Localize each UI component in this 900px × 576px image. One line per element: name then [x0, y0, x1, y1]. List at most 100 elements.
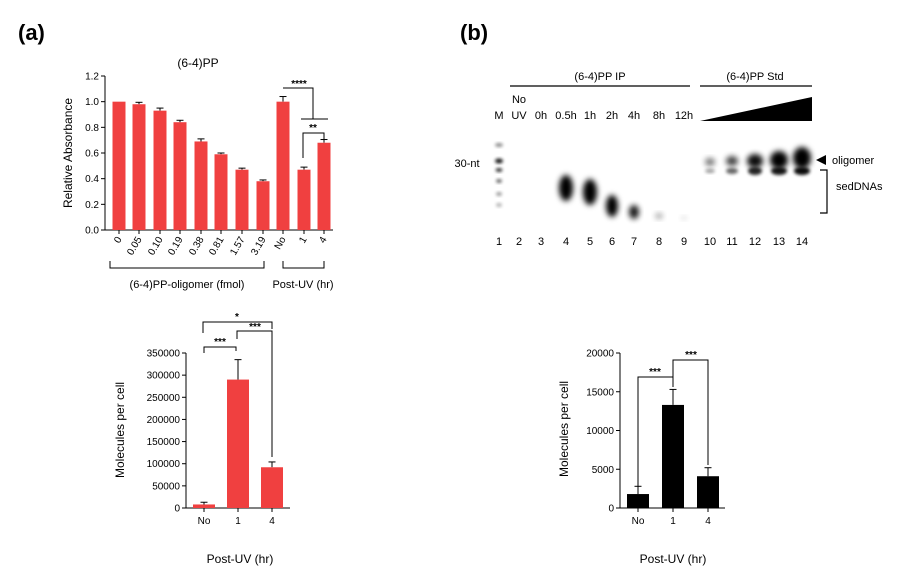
- y-axis-label: Molecules per cell: [113, 382, 127, 478]
- bar: [662, 404, 684, 508]
- seddna-band-label: sedDNAs: [836, 181, 883, 193]
- oligomer-band: [770, 151, 788, 169]
- x-tick-label: 1: [235, 516, 241, 527]
- sig-bracket-1-vs-4: [236, 330, 273, 457]
- seddna-band: [655, 213, 663, 219]
- y-tick-label: 350000: [147, 349, 181, 360]
- oligomer-band: [726, 156, 738, 166]
- x-tick-label: 0: [112, 235, 125, 246]
- sig-bracket-no-vs-treated: [283, 87, 314, 119]
- bar: [261, 467, 283, 508]
- oligomer-band: [793, 147, 811, 169]
- oligomer-band: [747, 154, 763, 168]
- y-tick-label: 1.2: [85, 72, 99, 83]
- y-tick-label: 100000: [147, 459, 181, 470]
- marker-band: [495, 168, 503, 172]
- y-tick-label: 1.0: [85, 97, 99, 108]
- sig-label-no-vs-1: ***: [649, 367, 661, 378]
- oligomer-band: [794, 167, 810, 175]
- y-tick-label: 250000: [147, 393, 181, 404]
- bar: [256, 181, 270, 230]
- molecules-per-cell-black-chart: Molecules per cell Post-UV (hr) 0 5000 100…: [557, 349, 725, 566]
- x-tick-label: 0.19: [166, 235, 185, 258]
- x-tick-label: No: [273, 235, 289, 252]
- lane-time-label: 0.5h: [555, 110, 576, 122]
- gel-image: [490, 130, 812, 225]
- y-tick-label: 200000: [147, 415, 181, 426]
- x-tick-label: 1: [297, 235, 310, 246]
- x-tick-label: 1: [670, 516, 676, 527]
- oligomer-band: [748, 167, 762, 175]
- sig-label-no-vs-1: ***: [214, 337, 226, 348]
- lane-number: 3: [538, 236, 544, 248]
- seddna-band: [583, 179, 597, 205]
- oligomer-band: [726, 168, 738, 174]
- oligomer-band-label: oligomer: [832, 155, 875, 167]
- y-axis-label: Relative Absorbance: [61, 98, 75, 208]
- y-tick-label: 15000: [586, 387, 614, 398]
- lane-number: 6: [609, 236, 615, 248]
- y-tick-label: 50000: [152, 481, 180, 492]
- x-tick-label: 0.05: [125, 235, 144, 258]
- oligomer-band: [705, 169, 715, 173]
- x-tick-label: 4: [269, 516, 275, 527]
- x-tick-label: 4: [317, 235, 330, 246]
- sig-label-4star: ****: [291, 79, 307, 90]
- lane-number: 8: [656, 236, 662, 248]
- lane-number: 5: [587, 236, 593, 248]
- lane-label-no: No: [512, 94, 526, 106]
- seddna-bracket: [820, 169, 828, 214]
- lane-number: 1: [496, 236, 502, 248]
- lane-number: 9: [681, 236, 687, 248]
- molecules-per-cell-red-chart: Molecules per cell Post-UV (hr) 0 50000 10…: [113, 312, 290, 566]
- x-tick-label: 4: [705, 516, 711, 527]
- lane-number: 2: [516, 236, 522, 248]
- gel-panel: (6-4)PP IP (6-4)PP Std M No UV 0h 0.5h 1h 2…: [454, 71, 882, 248]
- y-tick-label: 0.4: [85, 174, 99, 185]
- oligomer-band: [705, 158, 715, 166]
- y-tick-label: 0: [608, 504, 614, 515]
- y-tick-label: 0.0: [85, 226, 99, 237]
- lane-time-label: 2h: [606, 110, 618, 122]
- y-tick-label: 5000: [592, 465, 615, 476]
- seddna-band: [629, 205, 639, 219]
- size-marker-label: 30-nt: [454, 158, 479, 170]
- bar: [214, 154, 228, 230]
- x-tick-label: 0.81: [207, 235, 226, 258]
- x-tick-label: 0.38: [187, 235, 206, 258]
- lane-number: 13: [773, 236, 785, 248]
- lane-time-label: 0h: [535, 110, 547, 122]
- marker-band: [496, 192, 502, 196]
- x-tick-label: No: [632, 516, 645, 527]
- bar: [235, 169, 249, 230]
- seddna-band: [559, 175, 573, 201]
- bar: [132, 104, 146, 230]
- sig-bracket-no-vs-1: [203, 346, 237, 353]
- y-tick-label: 10000: [586, 426, 614, 437]
- std-group-label: (6-4)PP Std: [726, 71, 783, 83]
- y-tick-label: 300000: [147, 371, 181, 382]
- bar: [227, 379, 249, 508]
- lane-time-label: 4h: [628, 110, 640, 122]
- x-tick-label: 0.10: [146, 235, 165, 258]
- bar: [193, 504, 215, 508]
- sig-label-no-vs-4: *: [235, 312, 239, 323]
- y-tick-label: 0.2: [85, 200, 99, 211]
- bar: [317, 142, 331, 230]
- panel-label-a: (a): [18, 20, 45, 45]
- lane-number: 7: [631, 236, 637, 248]
- bar: [153, 110, 167, 230]
- marker-band: [496, 203, 502, 207]
- lane-number: 11: [726, 236, 737, 248]
- y-tick-label: 0: [174, 504, 180, 515]
- lane-number: 10: [704, 236, 716, 248]
- sig-bracket-1-vs-4: [302, 132, 325, 158]
- x-tick-label: 3.19: [249, 235, 268, 258]
- y-axis-label: Molecules per cell: [557, 381, 571, 477]
- lane-time-label: 12h: [675, 110, 693, 122]
- sig-bracket-1-vs-4: [672, 359, 709, 465]
- x-axis-label: Post-UV (hr): [640, 552, 707, 566]
- bar: [276, 101, 290, 231]
- sig-label-1-vs-4: ***: [685, 350, 697, 361]
